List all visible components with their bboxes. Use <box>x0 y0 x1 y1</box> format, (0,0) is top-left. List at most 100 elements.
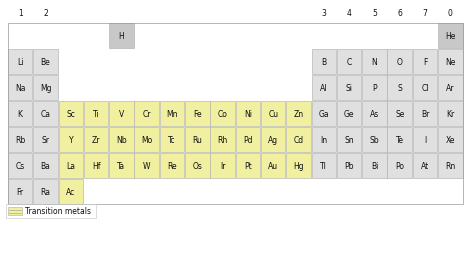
Text: Kr: Kr <box>446 110 455 119</box>
Bar <box>8 153 33 179</box>
Bar <box>337 153 361 179</box>
Bar <box>286 128 311 153</box>
Bar <box>109 153 134 179</box>
Text: Sn: Sn <box>344 136 354 145</box>
Text: K: K <box>18 110 23 119</box>
Bar <box>135 153 159 179</box>
Text: Fe: Fe <box>193 110 201 119</box>
Text: As: As <box>370 110 379 119</box>
Bar <box>261 153 285 179</box>
Text: Os: Os <box>192 162 202 170</box>
Bar <box>33 50 58 75</box>
Text: Pb: Pb <box>345 162 354 170</box>
Bar <box>362 128 387 153</box>
Text: Ta: Ta <box>118 162 126 170</box>
Text: Cs: Cs <box>16 162 25 170</box>
Text: 2: 2 <box>43 9 48 18</box>
Text: Sb: Sb <box>370 136 379 145</box>
Text: 6: 6 <box>397 9 402 18</box>
Bar <box>109 102 134 127</box>
Bar <box>413 76 438 101</box>
Text: Hf: Hf <box>92 162 100 170</box>
Bar <box>413 128 438 153</box>
Text: Cu: Cu <box>268 110 278 119</box>
Text: 0: 0 <box>448 9 453 18</box>
Bar <box>388 76 412 101</box>
Text: Rb: Rb <box>15 136 26 145</box>
Text: Ba: Ba <box>41 162 51 170</box>
Text: Ru: Ru <box>192 136 202 145</box>
Text: Al: Al <box>320 84 328 93</box>
Bar <box>362 102 387 127</box>
Text: 3: 3 <box>321 9 326 18</box>
Text: Hg: Hg <box>293 162 304 170</box>
Text: Ir: Ir <box>220 162 226 170</box>
Text: W: W <box>143 162 151 170</box>
Text: Sr: Sr <box>42 136 50 145</box>
Bar <box>6 204 96 218</box>
Text: Ni: Ni <box>244 110 252 119</box>
Bar <box>185 102 210 127</box>
Text: C: C <box>346 58 352 67</box>
Bar <box>84 153 109 179</box>
Bar <box>135 128 159 153</box>
Text: O: O <box>397 58 403 67</box>
Text: Ac: Ac <box>66 187 75 196</box>
Bar <box>337 102 361 127</box>
Text: Transition metals: Transition metals <box>25 207 91 216</box>
Bar <box>8 102 33 127</box>
Text: He: He <box>445 32 456 41</box>
Text: Cd: Cd <box>293 136 304 145</box>
Text: Zr: Zr <box>92 136 100 145</box>
Text: Co: Co <box>218 110 228 119</box>
Bar <box>185 128 210 153</box>
Bar <box>109 24 134 49</box>
Text: V: V <box>119 110 124 119</box>
Bar <box>160 102 184 127</box>
Text: Y: Y <box>69 136 73 145</box>
Bar <box>362 76 387 101</box>
Bar <box>388 102 412 127</box>
Text: Ra: Ra <box>41 187 51 196</box>
Bar <box>33 153 58 179</box>
Bar <box>438 76 463 101</box>
Bar <box>337 50 361 75</box>
Text: In: In <box>320 136 328 145</box>
Text: Cl: Cl <box>421 84 429 93</box>
Text: 5: 5 <box>372 9 377 18</box>
Text: Pd: Pd <box>243 136 253 145</box>
Bar <box>388 128 412 153</box>
Text: Ca: Ca <box>41 110 51 119</box>
Text: F: F <box>423 58 427 67</box>
Text: S: S <box>397 84 402 93</box>
Bar <box>286 153 311 179</box>
Bar <box>362 153 387 179</box>
Bar <box>8 24 463 204</box>
Bar <box>33 179 58 204</box>
Bar <box>438 24 463 49</box>
Bar <box>8 76 33 101</box>
Text: Na: Na <box>15 84 26 93</box>
Bar <box>8 50 33 75</box>
Text: Mn: Mn <box>166 110 178 119</box>
Text: Sc: Sc <box>66 110 75 119</box>
Text: 1: 1 <box>18 9 23 18</box>
Bar <box>311 102 336 127</box>
Text: Tl: Tl <box>320 162 327 170</box>
Bar <box>362 50 387 75</box>
Text: Tc: Tc <box>168 136 176 145</box>
Bar <box>413 50 438 75</box>
Text: Ge: Ge <box>344 110 355 119</box>
Bar <box>8 207 22 215</box>
Text: Se: Se <box>395 110 404 119</box>
Bar <box>311 153 336 179</box>
Bar <box>33 128 58 153</box>
Bar <box>109 128 134 153</box>
Text: P: P <box>372 84 377 93</box>
Bar <box>185 153 210 179</box>
Text: Ar: Ar <box>446 84 455 93</box>
Bar <box>33 76 58 101</box>
Text: Bi: Bi <box>371 162 378 170</box>
Text: Te: Te <box>396 136 404 145</box>
Text: La: La <box>66 162 75 170</box>
